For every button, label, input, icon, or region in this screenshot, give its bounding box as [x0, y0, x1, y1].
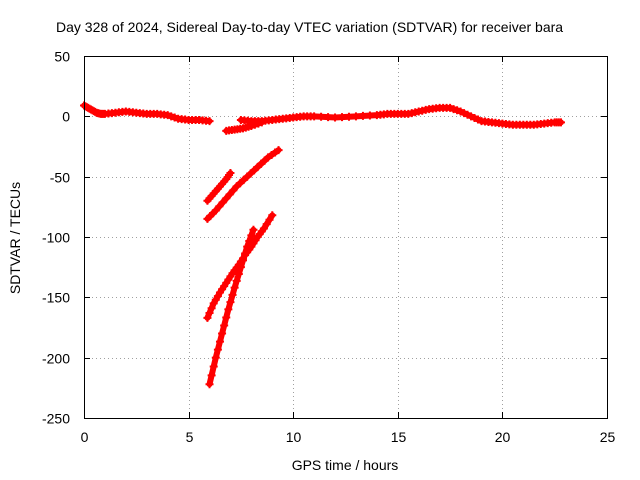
y-tick-label: -200 [42, 351, 70, 367]
data-point [236, 263, 245, 272]
x-tick-label: 10 [286, 429, 302, 445]
data-point [225, 190, 234, 199]
y-tick-label: -250 [42, 411, 70, 427]
data-points [80, 101, 565, 389]
data-point [331, 113, 340, 122]
data-point [234, 270, 243, 279]
data-point [229, 186, 238, 195]
data-point [218, 198, 227, 207]
data-point [324, 113, 333, 122]
data-point [220, 321, 229, 330]
data-point [232, 276, 241, 285]
axis-ticks: 0 5 10 15 20 25 50 0 -50 -100 -150 -200 -250 [42, 49, 616, 446]
x-tick-label: 0 [81, 429, 89, 445]
data-point [218, 329, 227, 338]
x-axis-label: GPS time / hours [292, 457, 399, 473]
data-point [268, 211, 277, 220]
data-point [243, 242, 252, 251]
data-point [365, 111, 374, 120]
y-tick-label: -150 [42, 290, 70, 306]
data-point [338, 113, 347, 122]
grid [84, 56, 607, 418]
data-point [203, 313, 212, 322]
data-point [317, 112, 326, 121]
data-point [205, 380, 214, 389]
data-point [238, 256, 247, 265]
data-point [215, 202, 224, 211]
data-point [245, 237, 254, 246]
data-point [228, 290, 237, 299]
data-point [344, 112, 353, 121]
x-tick-label: 20 [495, 429, 511, 445]
data-point [358, 111, 367, 120]
series-baseline-main [80, 101, 214, 126]
data-point [224, 305, 233, 314]
x-tick-label: 15 [391, 429, 407, 445]
data-point [241, 249, 250, 258]
y-tick-label: -100 [42, 230, 70, 246]
data-point [205, 309, 214, 318]
series-band [204, 147, 282, 222]
data-point [222, 194, 231, 203]
data-point [215, 337, 224, 346]
data-point [274, 146, 283, 155]
data-point [262, 220, 271, 229]
y-tick-label: -50 [50, 170, 70, 186]
x-tick-label: 5 [186, 429, 194, 445]
series-track-b [203, 146, 283, 223]
y-tick-label: 0 [62, 109, 70, 125]
plot-frame [84, 56, 608, 419]
data-point [226, 169, 235, 178]
data-point [259, 224, 268, 233]
x-tick-label: 25 [600, 429, 616, 445]
data-point [230, 283, 239, 292]
series-band [206, 226, 257, 388]
data-point [249, 225, 258, 234]
data-point [211, 206, 220, 215]
series-track-a [203, 169, 235, 205]
data-point [207, 304, 216, 313]
y-tick-label: 50 [54, 49, 70, 65]
data-point [310, 112, 319, 121]
data-point [556, 118, 565, 127]
chart-title: Day 328 of 2024, Sidereal Day-to-day VTE… [56, 19, 563, 35]
data-point [209, 362, 218, 371]
series-track-d [205, 225, 258, 389]
data-point [226, 298, 235, 307]
y-axis-label: SDTVAR / TECUs [7, 182, 23, 294]
series-baseline-mid [236, 103, 565, 129]
data-point [247, 231, 256, 240]
data-point [205, 117, 214, 126]
data-point [207, 371, 216, 380]
data-point [265, 215, 274, 224]
data-point [213, 345, 222, 354]
data-point [351, 112, 360, 121]
data-point [222, 313, 231, 322]
data-point [211, 353, 220, 362]
